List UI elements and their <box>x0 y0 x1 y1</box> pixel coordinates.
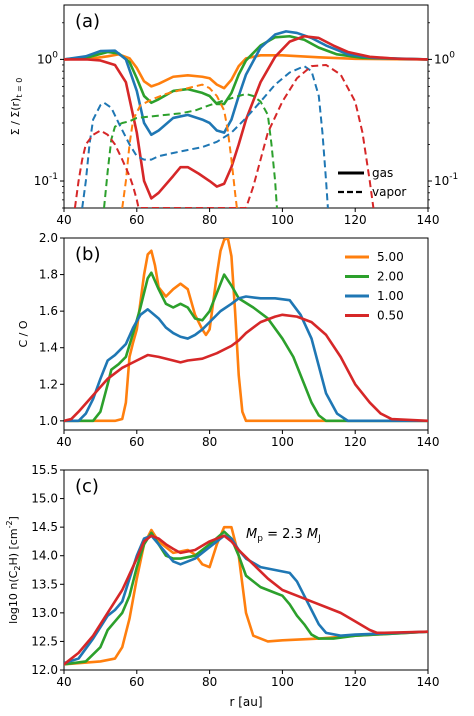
legend-label: 5.00 <box>377 250 404 264</box>
series-group <box>64 238 428 423</box>
panel-label: (a) <box>75 11 100 32</box>
y-tick-label: 1.8 <box>39 268 58 282</box>
x-tick-label: 40 <box>56 213 71 227</box>
y-tick-label: 10-1 <box>34 172 58 188</box>
y-tick-label: 14.0 <box>31 549 58 563</box>
x-tick-label: 140 <box>417 675 440 689</box>
y-tick-label: 13.5 <box>31 577 58 591</box>
y-axis-label-part: H) [cm <box>7 528 20 565</box>
y-tick-label: 14.5 <box>31 520 58 534</box>
series-0.50-line <box>64 313 428 423</box>
x-tick-label: 40 <box>56 435 71 449</box>
y-tick-label-right-exponent: -1 <box>449 172 458 182</box>
y-tick-label: 15.5 <box>31 463 58 477</box>
panel-b: 1.0 1.2 1.4 1.6 1.8 2.0 40 60 80 100 120 140 (b) C / … <box>17 231 439 449</box>
y-tick-label-right: 10-1 <box>434 172 458 188</box>
annotation-part: M <box>246 527 257 542</box>
y-tick-label: 1.0 <box>39 414 58 428</box>
x-tick-label: 40 <box>56 675 71 689</box>
annotation-part: M <box>307 527 318 542</box>
x-tick-label: 100 <box>271 213 294 227</box>
x-tick-label: 100 <box>271 675 294 689</box>
y-axis-label-part: log10 n(C <box>7 570 20 624</box>
y-tick-label: 100 <box>37 50 58 66</box>
y-tick-label-right: 100 <box>434 50 455 66</box>
vapor-line <box>73 63 375 208</box>
series-1.00-line <box>64 534 428 665</box>
vapor-line <box>103 92 278 208</box>
y-tick-label-exponent: -1 <box>49 172 58 182</box>
series-5.00-line <box>64 238 428 423</box>
series-2.00-line <box>64 271 428 423</box>
y-tick-label: 1.4 <box>39 341 58 355</box>
x-tick-label: 80 <box>202 435 217 449</box>
x-tick-label: 60 <box>129 213 144 227</box>
panel-c: 12.0 12.5 13.0 13.5 14.0 14.5 15.0 15.5 40 60 80 10… <box>5 463 439 709</box>
y-axis-label: log10 n(C2H) [cm-2] <box>5 516 22 624</box>
series-0.50-line <box>64 534 428 666</box>
annotation-part: = 2.3 <box>263 527 307 542</box>
y-axis-label: C / O <box>17 320 30 347</box>
gas-line <box>64 34 428 200</box>
mass-annotation: Mp = 2.3 MJ <box>246 527 321 544</box>
y-tick-label-right-exponent: 0 <box>449 50 455 60</box>
y-axis-label-subscript: t = 0 <box>15 78 24 98</box>
y-axis-label-part: ] <box>7 516 20 520</box>
panel-label: (b) <box>75 244 100 265</box>
plot-frame <box>63 469 429 671</box>
x-tick-label: 120 <box>344 435 367 449</box>
series-5.00-line <box>64 525 428 666</box>
x-tick-label: 120 <box>344 675 367 689</box>
panel-label: (c) <box>75 476 99 497</box>
x-tick-label: 60 <box>129 435 144 449</box>
x-tick-label: 80 <box>202 213 217 227</box>
y-axis-label-subscript: 2 <box>13 566 22 571</box>
legend-gas-label: gas <box>372 166 393 180</box>
series-group <box>64 525 428 666</box>
x-tick-label: 60 <box>129 675 144 689</box>
y-tick-label: 2.0 <box>39 231 58 245</box>
y-axis-label: Σ / Σ(r)t = 0 <box>9 78 24 136</box>
y-tick-label: 1.6 <box>39 304 58 318</box>
legend-label: 2.00 <box>377 270 404 284</box>
x-tick-label: 120 <box>344 213 367 227</box>
y-tick-label: 15.0 <box>31 492 58 506</box>
x-tick-label: 140 <box>417 435 440 449</box>
x-tick-label: 100 <box>271 435 294 449</box>
annotation-subscript: p <box>257 534 263 544</box>
y-tick-label: 13.0 <box>31 606 58 620</box>
x-tick-label: 140 <box>417 213 440 227</box>
y-tick-label: 1.2 <box>39 377 58 391</box>
gas-line <box>64 34 428 106</box>
y-axis-label-main: Σ / Σ(r) <box>9 98 22 136</box>
panel-a: 100 100 10-1 10-1 40 60 80 100 120 140 (a) Σ / Σ(r)… <box>9 4 458 227</box>
vapor-line <box>121 83 238 208</box>
x-tick-label: 80 <box>202 675 217 689</box>
legend-label: 1.00 <box>377 289 404 303</box>
series-group <box>64 30 428 208</box>
x-axis-label: r [au] <box>229 695 262 709</box>
y-tick-label-exponent: 0 <box>52 50 58 60</box>
gas-line <box>64 53 428 90</box>
annotation-subscript: J <box>317 534 321 544</box>
series-1.00-line <box>64 295 428 423</box>
series-2.00-line <box>64 530 428 666</box>
plot-frame <box>63 237 429 431</box>
y-tick-label: 12.0 <box>31 663 58 677</box>
legend-vapor-label: vapor <box>372 185 406 199</box>
y-axis-label-superscript: -2 <box>5 520 14 528</box>
legend-label: 0.50 <box>377 309 404 323</box>
y-tick-label: 12.5 <box>31 634 58 648</box>
